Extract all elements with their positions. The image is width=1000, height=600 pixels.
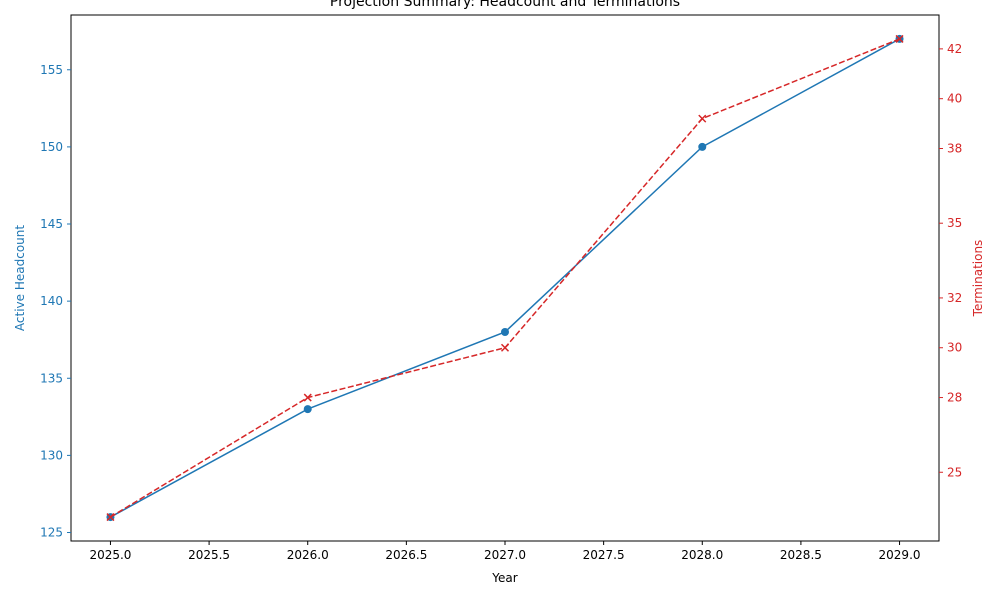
right-y-tick-label: 40 [947,92,962,106]
x-tick-label: 2026.5 [385,548,427,562]
right-y-tick-label: 38 [947,141,962,155]
left-y-tick-label: 130 [40,448,63,462]
terminations-point [698,114,707,123]
terminations-point [303,393,312,402]
left-y-tick-label: 125 [40,526,63,540]
terminations-point [500,343,510,352]
x-tick-label: 2027.0 [484,548,526,562]
right-y-axis: 25 28 30 32 35 38 40 42 [939,42,962,479]
x-tick-label: 2029.0 [879,548,921,562]
right-y-tick-label: 28 [947,391,962,405]
x-tick-label: 2028.5 [780,548,822,562]
right-y-tick-label: 42 [947,42,962,56]
left-y-tick-label: 150 [40,140,63,154]
right-y-tick-label: 32 [947,291,962,305]
left-y-axis-title: Active Headcount [13,225,27,331]
chart-title: Projection Summary: Headcount and Termin… [330,0,680,10]
series-layer [106,34,904,522]
x-tick-label: 2025.5 [188,548,230,562]
headcount-point [501,327,509,336]
x-tick-label: 2026.0 [287,548,329,562]
left-y-tick-label: 145 [40,217,63,231]
headcount-point [303,405,312,414]
right-y-tick-label: 35 [947,216,962,230]
right-y-tick-label: 25 [947,465,962,479]
left-y-tick-label: 155 [40,63,63,77]
left-y-tick-label: 135 [40,371,63,385]
x-axis-title: Year [491,571,517,585]
series-line-terminations [110,38,900,518]
left-y-axis: 125 130 135 140 145 150 155 [40,63,71,540]
headcount-point [698,142,707,151]
x-tick-label: 2027.5 [583,548,625,562]
right-y-axis-title: Terminations [971,240,985,318]
x-axis: 2025.0 2025.5 2026.0 2026.5 2027.0 2027.5 2028… [89,541,921,562]
right-y-tick-label: 30 [947,341,962,355]
left-y-tick-label: 140 [40,294,63,308]
terminations-point [895,34,904,43]
terminations-point [106,513,115,522]
x-tick-label: 2025.0 [89,548,131,562]
x-tick-label: 2028.0 [681,548,723,562]
